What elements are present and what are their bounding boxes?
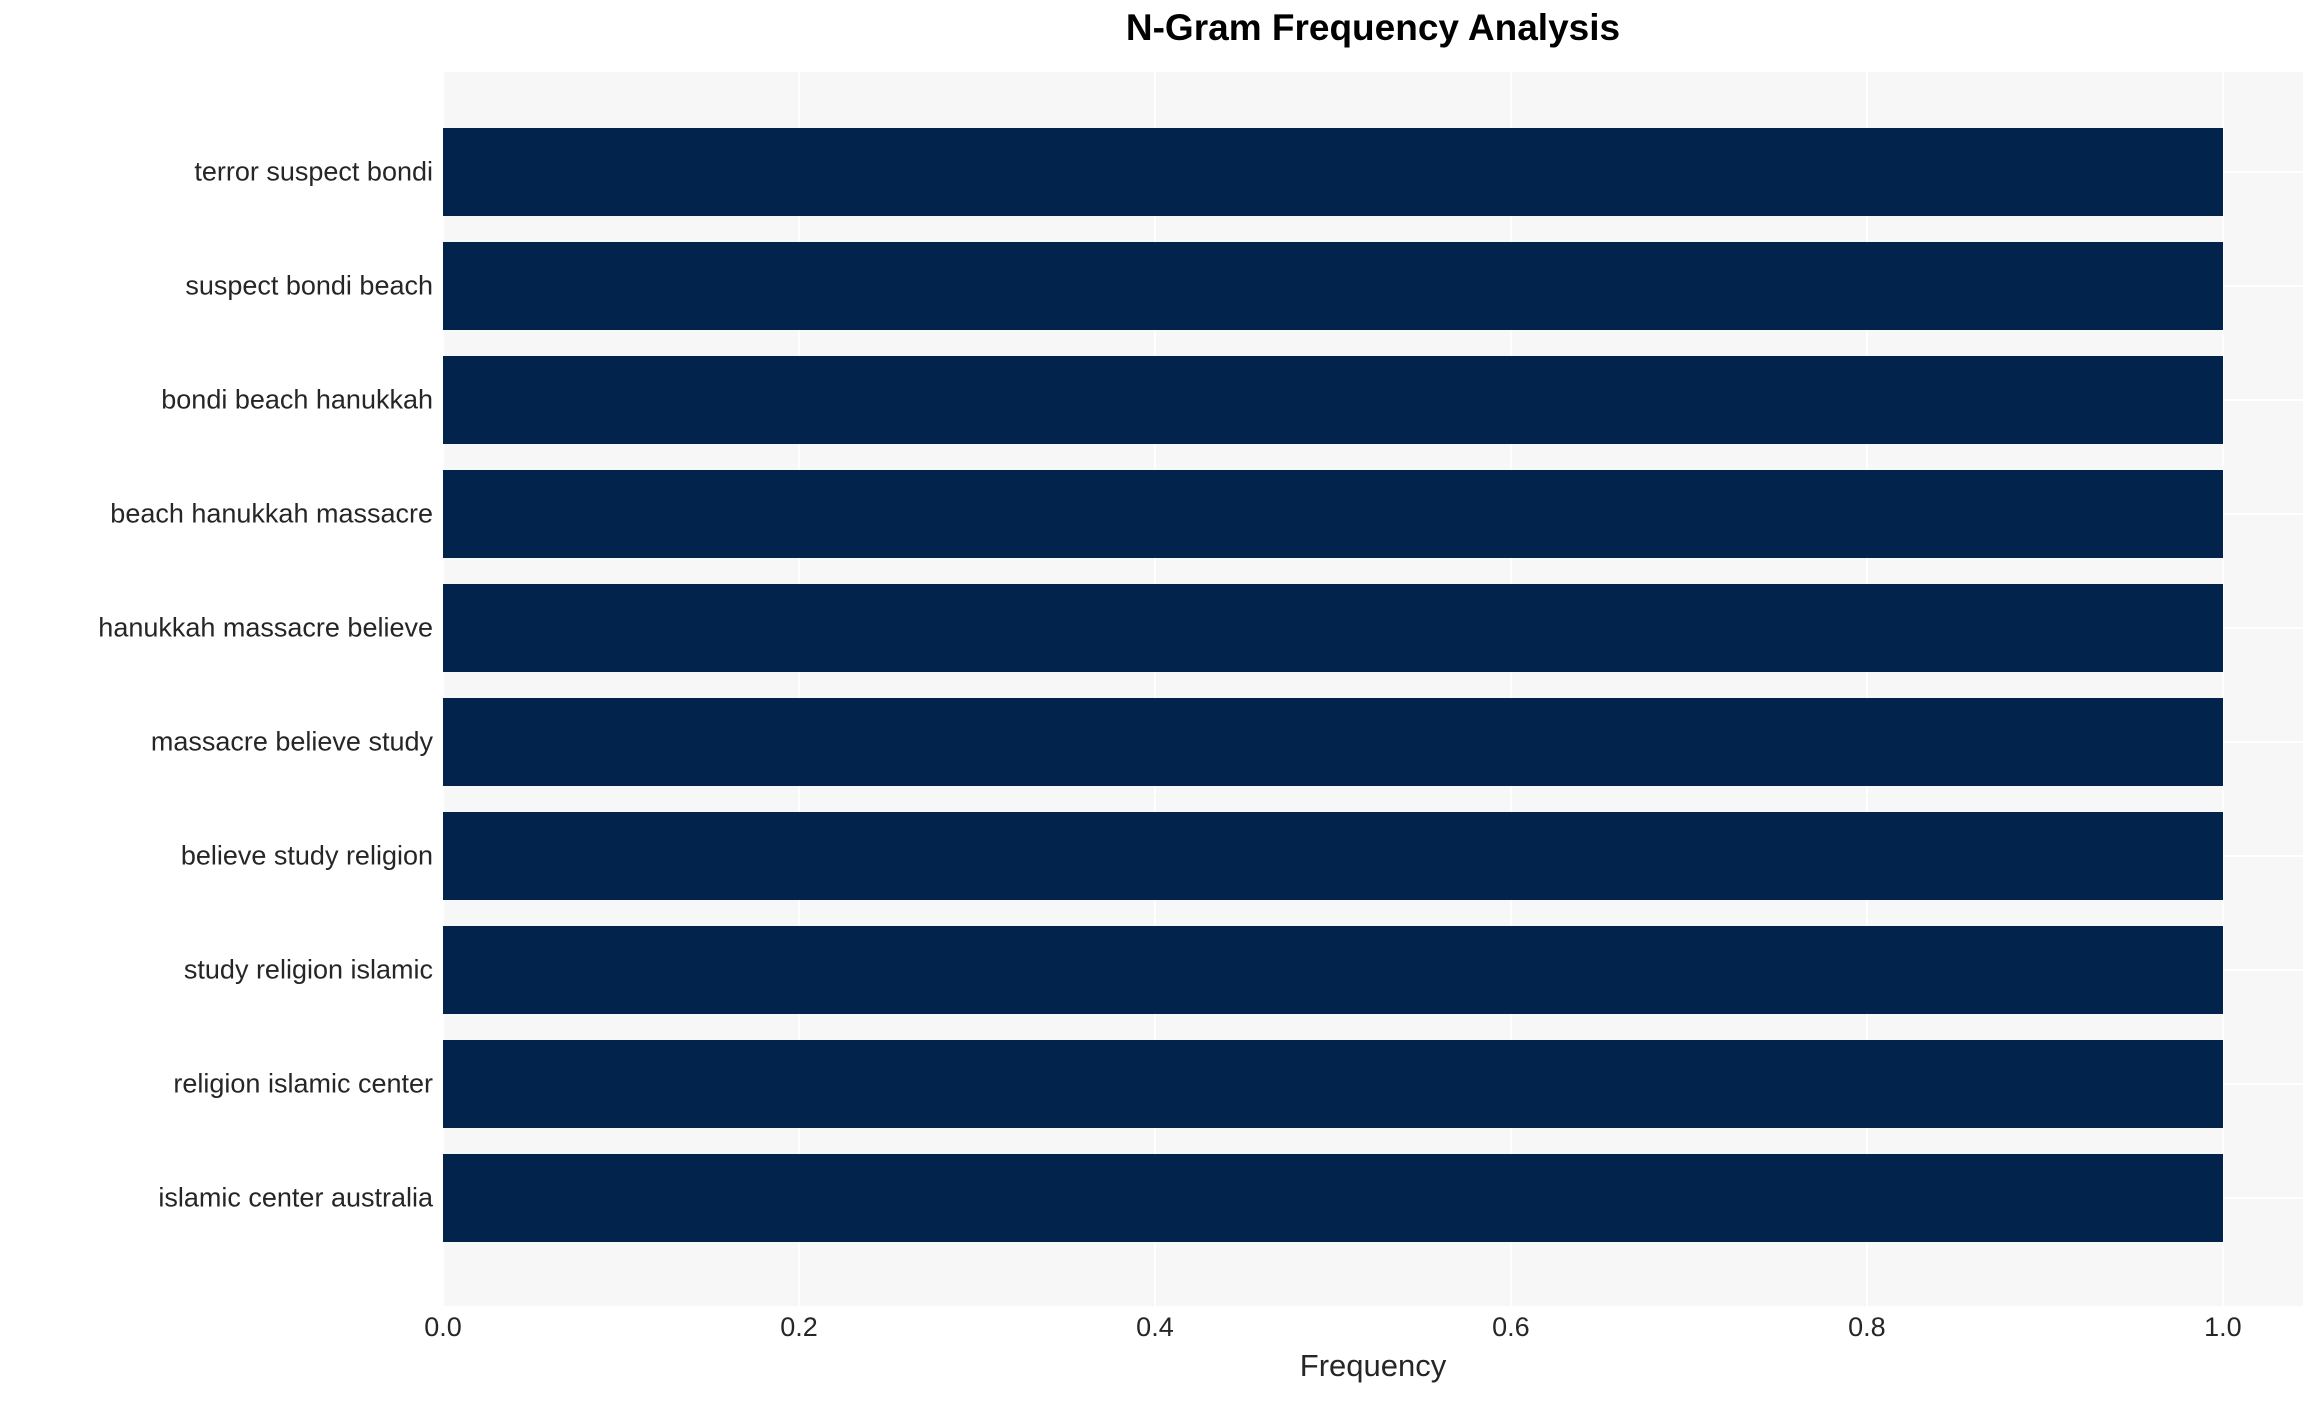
y-tick-label: beach hanukkah massacre (110, 498, 433, 529)
bar-bondi-beach-hanukkah (443, 356, 2223, 444)
bar-islamic-center-australia (443, 1154, 2223, 1242)
chart-title: N-Gram Frequency Analysis (1125, 7, 1621, 48)
bar-hanukkah-massacre-believe (443, 584, 2223, 672)
bar-believe-study-religion (443, 812, 2223, 900)
x-gridline (2221, 72, 2224, 1306)
x-gridline (1865, 72, 1868, 1306)
x-tick-label: 0.0 (424, 1312, 462, 1342)
y-tick-label: islamic center australia (158, 1182, 433, 1213)
x-gridline (797, 72, 800, 1306)
x-tick-label: 0.4 (1136, 1312, 1174, 1342)
y-tick-label: religion islamic center (173, 1068, 433, 1099)
x-gridline (1153, 72, 1156, 1306)
x-tick-label: 0.6 (1492, 1312, 1530, 1342)
x-tick-label: 0.8 (1848, 1312, 1886, 1342)
x-gridline (1509, 72, 1512, 1306)
bar-study-religion-islamic (443, 926, 2223, 1014)
y-tick-label: hanukkah massacre believe (98, 612, 433, 643)
y-tick-label: suspect bondi beach (185, 270, 433, 301)
bar-terror-suspect-bondi (443, 128, 2223, 216)
y-tick-label: terror suspect bondi (194, 156, 433, 187)
x-axis-label: Frequency (1299, 1348, 1447, 1383)
bar-massacre-believe-study (443, 698, 2223, 786)
y-tick-label: believe study religion (180, 840, 433, 871)
x-tick-label: 0.2 (780, 1312, 818, 1342)
bar-religion-islamic-center (443, 1040, 2223, 1128)
y-tick-label: bondi beach hanukkah (161, 384, 433, 415)
x-tick-label: 1.0 (2204, 1312, 2242, 1342)
y-tick-label: study religion islamic (183, 954, 433, 985)
x-gridline (442, 72, 444, 1306)
bar-suspect-bondi-beach (443, 242, 2223, 330)
y-tick-label: massacre believe study (150, 726, 433, 757)
plot-area (442, 72, 2303, 1306)
bar-beach-hanukkah-massacre (443, 470, 2223, 558)
